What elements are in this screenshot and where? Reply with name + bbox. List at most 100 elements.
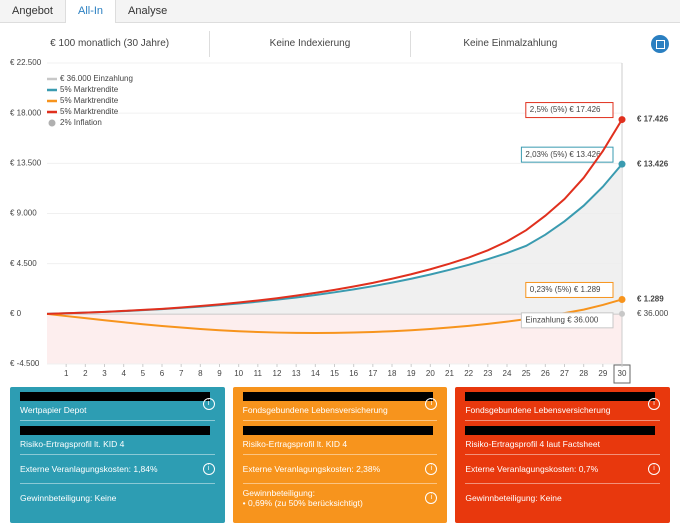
legend-label: 5% Marktrendite xyxy=(60,85,119,94)
x-tick-label: 23 xyxy=(483,369,492,378)
edit-button[interactable] xyxy=(651,35,669,53)
option[interactable]: Keine Einmalzahlung xyxy=(463,38,558,49)
x-tick-label: 8 xyxy=(198,369,203,378)
card-row: Externe Veranlagungskosten: 2,38% i xyxy=(242,455,438,484)
callout-box xyxy=(520,312,614,329)
x-tick-label: 3 xyxy=(102,369,107,378)
deposit-point xyxy=(619,310,625,317)
options-bar: € 100 monatlich (30 Jahre) Keine Indexie… xyxy=(10,31,610,57)
card-profit: Gewinnbeteiligung: Keine xyxy=(465,493,562,503)
x-tick-label: 5 xyxy=(141,369,146,378)
redaction xyxy=(465,426,656,435)
redaction xyxy=(242,426,433,435)
callout-text: 0,23% (5%) € 1.289 xyxy=(530,285,601,294)
legend-label: 5% Marktrendite xyxy=(60,96,119,105)
y-tick-label: € 4.500 xyxy=(10,259,37,268)
y-tick-label: € -4.500 xyxy=(10,359,40,368)
x-tick-label: 17 xyxy=(368,369,377,378)
tab[interactable]: Angebot xyxy=(12,5,53,17)
x-tick-label: 2 xyxy=(83,369,88,378)
tab[interactable]: Analyse xyxy=(128,5,168,17)
card-title: Wertpapier Depot xyxy=(20,405,87,415)
info-icon: i xyxy=(202,463,215,475)
card-profit: Gewinnbeteiligung: Keine xyxy=(20,493,117,503)
card-profit: Gewinnbeteiligung: xyxy=(242,488,315,498)
y-tick-label: € 18.000 xyxy=(10,108,42,117)
info-icon: i xyxy=(425,397,438,410)
callout-text: 2,5% (5%) € 17.426 xyxy=(530,105,601,114)
x-tick-label: 9 xyxy=(217,369,222,378)
x-tick-label: 1 xyxy=(64,369,69,378)
x-tick-label: 21 xyxy=(445,369,454,378)
x-tick-label: 4 xyxy=(121,369,126,378)
card-title: Fondsgebundene Lebensversicherung xyxy=(465,405,611,415)
option[interactable]: Keine Indexierung xyxy=(210,31,411,57)
redaction xyxy=(465,392,656,401)
x-tick-label: 29 xyxy=(598,369,607,378)
x-tick-label: 15 xyxy=(330,369,339,378)
end-label: € 17.426 xyxy=(637,115,669,124)
card-profit-detail: 0,69% (zu 50% berücksichtigt) xyxy=(243,498,438,508)
redaction xyxy=(20,426,210,435)
x-tick-label: 7 xyxy=(179,369,184,378)
x-tick-label: 22 xyxy=(464,369,473,378)
x-tick-label: 20 xyxy=(426,369,435,378)
legend-label: 2% Inflation xyxy=(60,118,102,127)
card: Wertpapier Depot i Risiko-Ertragsprofil lt… xyxy=(10,387,225,523)
card-title: Fondsgebundene Lebensversicherung xyxy=(242,405,388,415)
x-tick-label: 30 xyxy=(618,369,627,378)
x-tick-label: 6 xyxy=(160,369,165,378)
end-label: € 1.289 xyxy=(637,295,664,304)
option[interactable]: € 100 monatlich (30 Jahre) xyxy=(10,31,211,57)
redaction xyxy=(20,392,210,401)
x-tick-label: 16 xyxy=(349,369,358,378)
info-icon: i xyxy=(425,463,438,475)
x-tick-label: 14 xyxy=(311,369,320,378)
y-tick-label: € 22.500 xyxy=(10,58,42,67)
callout-box xyxy=(520,146,614,163)
card: Fondsgebundene Lebensversicherung i Risiko… xyxy=(232,387,448,523)
callout-box xyxy=(525,281,614,298)
x-tick-label: 26 xyxy=(541,369,550,378)
x-tick-label: 12 xyxy=(273,369,282,378)
x-tick-label: 11 xyxy=(254,369,263,378)
info-icon: i xyxy=(648,397,661,410)
card-costs: Externe Veranlagungskosten: 1,84% xyxy=(20,464,158,474)
card-costs: Externe Veranlagungskosten: 2,38% xyxy=(242,464,381,474)
x-tick-label: 13 xyxy=(292,369,301,378)
card-row: Externe Veranlagungskosten: 1,84% i xyxy=(20,455,215,484)
card-row: Fondsgebundene Lebensversicherung i xyxy=(242,387,438,421)
card-row: Externe Veranlagungskosten: 0,7% i xyxy=(465,455,661,484)
redaction xyxy=(242,392,433,401)
card-row: Fondsgebundene Lebensversicherung i xyxy=(465,387,661,421)
info-icon: i xyxy=(648,463,661,475)
end-point xyxy=(618,116,626,124)
end-label: € 36.000 xyxy=(637,309,669,318)
card-row: Risiko-Ertragsprofil 4 laut Factsheet xyxy=(465,421,661,455)
tabs: Angebot All-In Analyse xyxy=(0,0,680,23)
x-tick-label: 28 xyxy=(579,369,588,378)
card-row: Gewinnbeteiligung:0,69% (zu 50% berücksi… xyxy=(243,484,438,512)
callout-text: 2,03% (5%) € 13.426 xyxy=(525,150,601,159)
card-row: Risiko-Ertragsprofil lt. KID 4 xyxy=(242,421,438,455)
legend-label: € 36.000 Einzahlung xyxy=(60,74,133,83)
callout-text: Einzahlung € 36.000 xyxy=(525,315,599,324)
x-tick-label: 24 xyxy=(503,369,512,378)
card-profile: Risiko-Ertragsprofil 4 laut Factsheet xyxy=(465,439,600,449)
card-profile: Risiko-Ertragsprofil lt. KID 4 xyxy=(20,439,125,449)
cards: Wertpapier Depot i Risiko-Ertragsprofil lt… xyxy=(10,387,671,523)
callout-box xyxy=(525,102,614,119)
x-tick-label: 27 xyxy=(560,369,569,378)
x-tick-label: 25 xyxy=(522,369,531,378)
legend-label: 5% Marktrendite xyxy=(60,107,119,116)
card-row: Risiko-Ertragsprofil lt. KID 4 xyxy=(20,421,215,455)
card-row: Gewinnbeteiligung: Keine xyxy=(465,484,660,512)
info-icon: i xyxy=(425,492,438,504)
x-tick-label: 10 xyxy=(234,369,243,378)
card-row: Wertpapier Depot i xyxy=(20,387,215,421)
tab-active[interactable]: All-In xyxy=(64,0,117,23)
x-tick-label: 18 xyxy=(388,369,397,378)
card-costs: Externe Veranlagungskosten: 0,7% xyxy=(465,464,599,474)
info-icon: i xyxy=(202,397,215,410)
